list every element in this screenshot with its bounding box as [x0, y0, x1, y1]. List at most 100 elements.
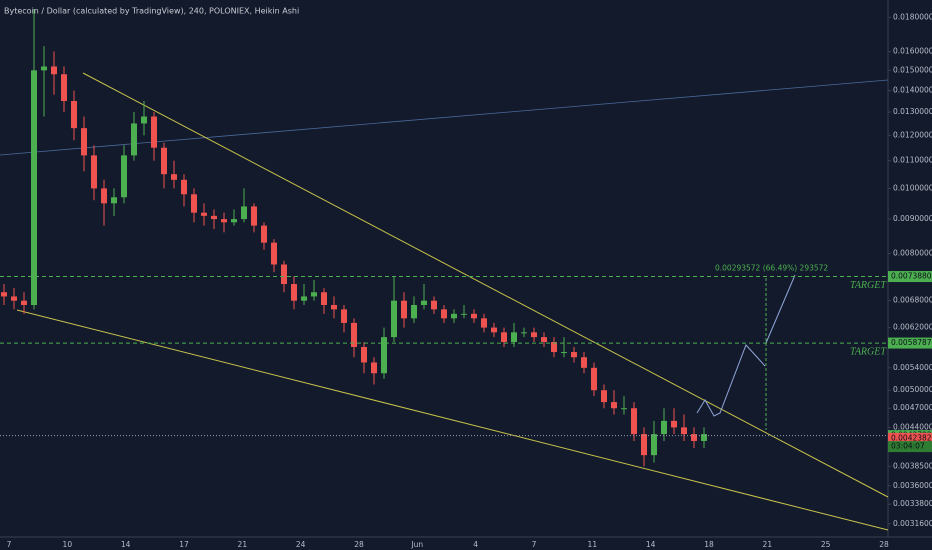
- candle-body: [631, 408, 637, 435]
- wedge-lower-line: [16, 309, 889, 531]
- candle-body: [141, 116, 147, 124]
- x-tick-label: 24: [296, 540, 306, 549]
- candle-body: [591, 367, 597, 391]
- x-tick-label: 17: [179, 540, 189, 549]
- candle-body: [131, 123, 137, 156]
- candle-body: [661, 420, 667, 435]
- candle-body: [351, 322, 357, 347]
- candle-body: [531, 332, 537, 338]
- candle-body: [441, 309, 447, 319]
- chart-title: Bytecoin / Dollar (calculated by Trading…: [4, 7, 299, 16]
- candle-body: [571, 352, 577, 358]
- candle-body: [241, 206, 247, 220]
- countdown-label: 03:04:07: [891, 442, 925, 451]
- y-tick-label: 0.00316000: [893, 519, 932, 528]
- target-label: TARGET: [850, 280, 887, 291]
- x-tick-label: 21: [763, 540, 773, 549]
- candle-body: [111, 197, 117, 204]
- candle-body: [431, 300, 437, 310]
- candle-body: [581, 357, 587, 368]
- x-tick-label: 14: [646, 540, 656, 549]
- projection-path: [696, 344, 766, 417]
- x-tick-label: 7: [7, 540, 12, 549]
- candle-body: [481, 318, 487, 328]
- candle-body: [51, 66, 57, 75]
- trend-line: [0, 79, 889, 156]
- price-tag: [888, 432, 932, 444]
- wedge-upper-line: [82, 72, 889, 498]
- x-tick-label: 25: [821, 540, 831, 549]
- candle-body: [501, 332, 507, 343]
- candle-body: [511, 332, 517, 343]
- x-tick-label: 21: [238, 540, 248, 549]
- candle-body: [301, 296, 307, 301]
- candle-body: [371, 362, 377, 374]
- candle-body: [421, 300, 427, 305]
- candle-body: [691, 434, 697, 441]
- candle-body: [611, 402, 617, 409]
- projection-path: [765, 274, 796, 344]
- candle-body: [541, 337, 547, 343]
- candle-body: [401, 300, 407, 319]
- candle-body: [171, 174, 177, 180]
- candle-body: [211, 215, 217, 220]
- candle-body: [321, 292, 327, 305]
- candle-body: [291, 284, 297, 301]
- candle-body: [651, 434, 657, 456]
- candle-body: [341, 309, 347, 323]
- candle-body: [81, 128, 87, 156]
- x-tick-label: 10: [63, 540, 73, 549]
- candle-body: [621, 408, 627, 410]
- candle-body: [491, 327, 497, 333]
- x-tick-label: 7: [532, 540, 537, 549]
- candle-body: [411, 304, 417, 319]
- candle-body: [521, 332, 527, 334]
- candle-body: [91, 155, 97, 189]
- target-label: TARGET: [850, 346, 887, 357]
- x-tick-label: 28: [879, 540, 889, 549]
- x-tick-label: 28: [354, 540, 364, 549]
- candle-body: [101, 188, 107, 204]
- candle-body: [701, 434, 707, 441]
- price-tag-label: 0.00738801: [891, 272, 932, 281]
- candle-body: [361, 346, 367, 363]
- candle-body: [41, 66, 47, 71]
- candle-body: [561, 352, 567, 354]
- candle-body: [31, 70, 37, 305]
- price-tag: [888, 271, 932, 283]
- candle-body: [71, 101, 77, 129]
- candle-body: [191, 194, 197, 213]
- candle-body: [271, 242, 277, 265]
- price-tag-label: 0.00587874: [891, 338, 932, 347]
- candle-body: [641, 434, 647, 456]
- countdown-tag: [888, 441, 932, 453]
- candle-body: [311, 292, 317, 297]
- candle-body: [451, 313, 457, 319]
- x-tick-label: 14: [121, 540, 131, 549]
- x-tick-label: 11: [588, 540, 598, 549]
- candle-body: [221, 219, 227, 223]
- x-tick-label: 18: [704, 540, 714, 549]
- x-tick-label: Jun: [410, 540, 423, 549]
- candle-body: [231, 219, 237, 223]
- candle-body: [601, 390, 607, 403]
- candle-body: [181, 179, 187, 195]
